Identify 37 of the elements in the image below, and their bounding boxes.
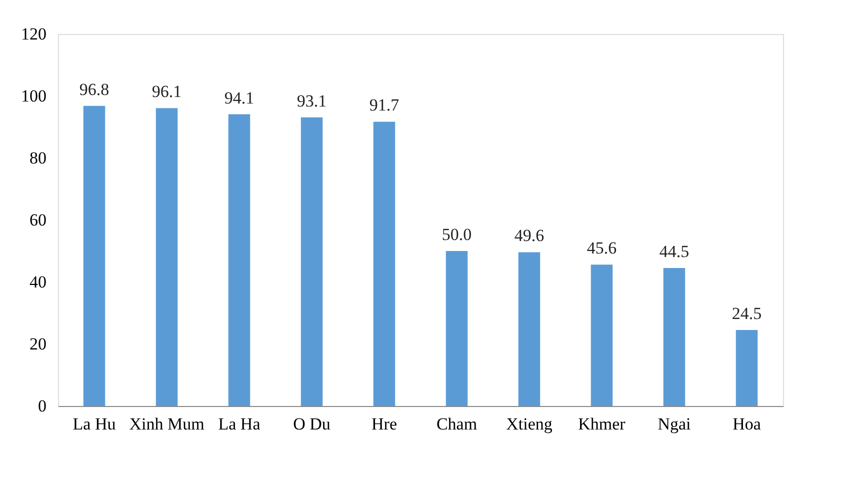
x-tick-label: O Du	[293, 414, 331, 434]
bar	[663, 268, 686, 406]
bar	[590, 264, 613, 406]
bar	[373, 122, 396, 406]
data-label: 50.0	[442, 225, 472, 244]
y-tick-label: 120	[21, 24, 46, 44]
bar	[156, 108, 178, 406]
data-label: 45.6	[586, 238, 617, 258]
y-tick-label: 0	[38, 396, 46, 416]
data-label: 96.8	[79, 80, 110, 99]
x-tick-label: Xtieng	[506, 414, 553, 434]
bar	[518, 252, 540, 406]
data-label: 49.6	[514, 226, 544, 246]
bar	[736, 330, 758, 406]
y-tick-label: 100	[21, 86, 46, 106]
x-tick-label: Hre	[372, 414, 397, 434]
data-label: 24.5	[732, 304, 762, 324]
x-tick-label: La Ha	[218, 414, 261, 434]
x-tick-label: Ngai	[658, 414, 692, 434]
x-tick-label: Xinh Mum	[129, 414, 204, 434]
y-tick-label: 40	[30, 272, 46, 292]
bar	[228, 114, 250, 406]
bar	[300, 117, 323, 406]
bar	[83, 106, 106, 406]
y-tick-label: 60	[30, 210, 46, 230]
x-tick-label: La Hu	[72, 414, 116, 434]
data-label: 44.5	[659, 242, 690, 262]
x-tick-label: Hoa	[732, 414, 762, 434]
x-tick-label: Cham	[436, 414, 478, 434]
data-label: 94.1	[224, 88, 254, 108]
data-label: 91.7	[369, 96, 400, 115]
data-label: 93.1	[296, 91, 327, 110]
y-tick-label: 20	[30, 334, 46, 354]
bar	[446, 251, 468, 406]
data-label: 96.1	[152, 82, 182, 102]
x-tick-label: Khmer	[578, 414, 626, 434]
y-tick-label: 80	[30, 148, 46, 168]
